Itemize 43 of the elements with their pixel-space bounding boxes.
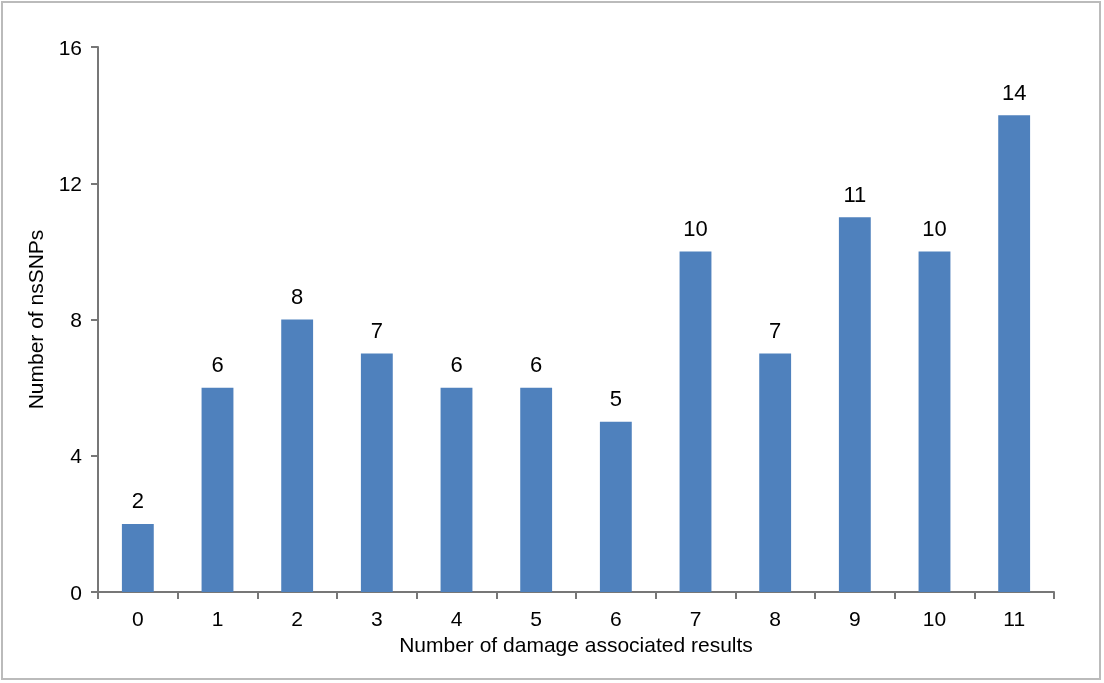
data-label: 5 <box>609 386 622 412</box>
y-tick-label: 8 <box>70 308 82 331</box>
bar <box>599 421 632 592</box>
y-tick-label: 16 <box>58 35 82 59</box>
bar <box>440 387 473 592</box>
bar <box>520 387 553 592</box>
bar <box>759 353 792 592</box>
x-tick-label: 5 <box>530 607 543 630</box>
bar <box>360 353 393 592</box>
x-tick-label: 3 <box>370 607 383 630</box>
x-tick-label: 11 <box>1003 607 1026 630</box>
x-tick-label: 9 <box>848 607 861 630</box>
x-tick-label: 2 <box>291 607 304 630</box>
y-tick-label: 0 <box>70 580 82 604</box>
data-label: 14 <box>1001 79 1027 105</box>
x-tick-label: 4 <box>450 607 463 630</box>
x-tick-label: 10 <box>922 607 947 630</box>
x-tick-label: 1 <box>211 607 224 630</box>
data-label: 7 <box>370 318 383 344</box>
data-label: 2 <box>131 488 144 514</box>
bar <box>201 387 234 592</box>
x-tick-label: 7 <box>689 607 702 630</box>
bar <box>679 251 712 592</box>
data-label: 10 <box>922 215 947 241</box>
bar <box>918 251 951 592</box>
data-label: 10 <box>683 215 708 241</box>
y-tick-label: 4 <box>70 444 83 468</box>
bar <box>281 319 314 592</box>
data-label: 6 <box>530 352 543 378</box>
data-label: 8 <box>291 284 304 309</box>
bar <box>121 523 154 592</box>
data-label: 6 <box>450 352 463 378</box>
x-tick-label: 0 <box>131 607 144 630</box>
y-tick-label: 12 <box>58 171 82 195</box>
x-tick-label: 6 <box>609 607 622 630</box>
y-axis-title: Number of nsSNPs <box>24 229 47 410</box>
x-axis-title: Number of damage associated results <box>399 632 753 656</box>
data-label: 6 <box>211 352 224 378</box>
bar <box>838 217 871 592</box>
x-tick-label: 8 <box>769 607 782 630</box>
data-label: 11 <box>843 181 867 207</box>
bar <box>998 115 1031 592</box>
data-label: 7 <box>769 318 782 344</box>
